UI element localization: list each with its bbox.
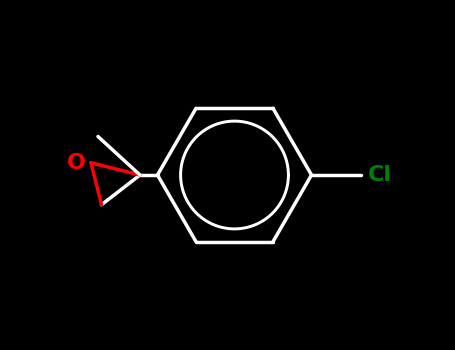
- Text: Cl: Cl: [368, 165, 391, 185]
- Text: O: O: [67, 153, 86, 173]
